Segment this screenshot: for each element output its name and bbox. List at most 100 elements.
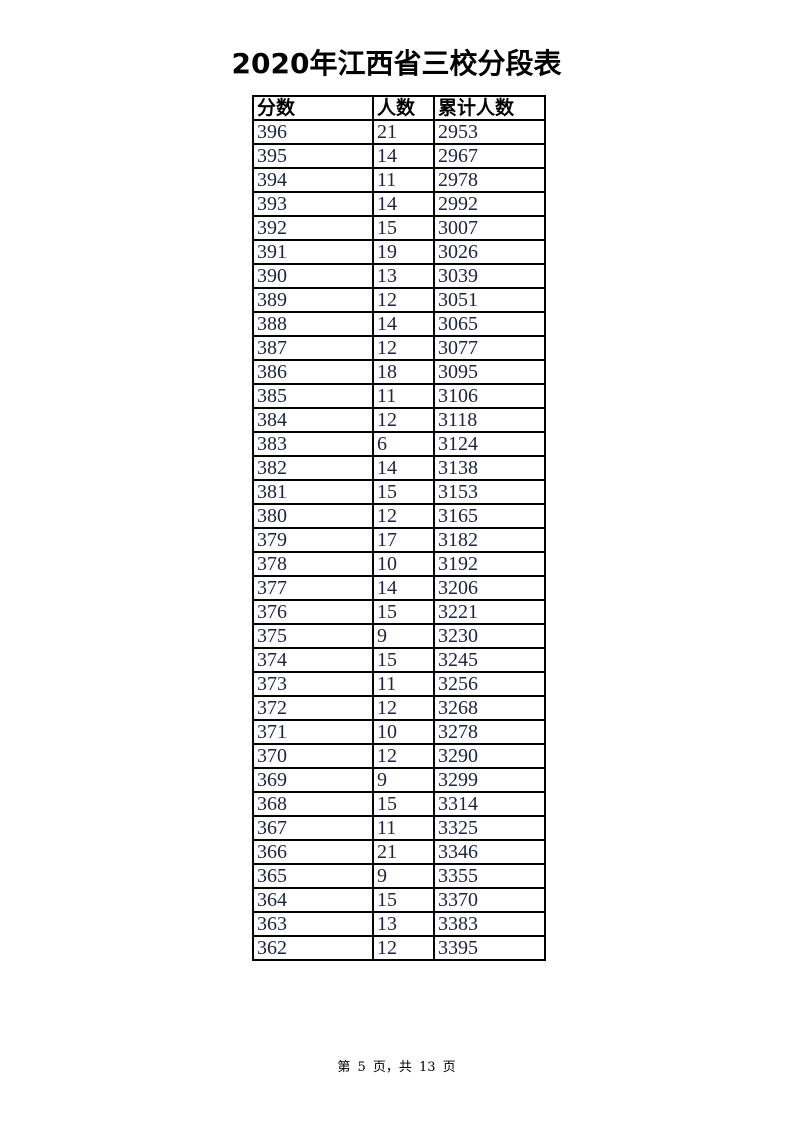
cell-count: 6 bbox=[372, 431, 435, 457]
cell-count: 12 bbox=[372, 407, 435, 433]
table-row: 363 13 3383 bbox=[252, 911, 546, 937]
score-distribution-table: 分数 人数 累计人数 396 21 2953 395 14 2967 394 11 2978 39… bbox=[252, 95, 546, 961]
cell-count: 11 bbox=[372, 671, 435, 697]
table-row: 394 11 2978 bbox=[252, 167, 546, 193]
table-row: 384 12 3118 bbox=[252, 407, 546, 433]
table-row: 385 11 3106 bbox=[252, 383, 546, 409]
cell-score: 393 bbox=[252, 191, 374, 217]
table-row: 378 10 3192 bbox=[252, 551, 546, 577]
cell-count: 17 bbox=[372, 527, 435, 553]
cell-cumulative: 3192 bbox=[433, 551, 546, 577]
cell-cumulative: 3346 bbox=[433, 839, 546, 865]
cell-cumulative: 3138 bbox=[433, 455, 546, 481]
cell-count: 14 bbox=[372, 143, 435, 169]
cell-score: 395 bbox=[252, 143, 374, 169]
table-row: 365 9 3355 bbox=[252, 863, 546, 889]
cell-cumulative: 2953 bbox=[433, 119, 546, 145]
cell-count: 21 bbox=[372, 839, 435, 865]
table-row: 391 19 3026 bbox=[252, 239, 546, 265]
cell-score: 392 bbox=[252, 215, 374, 241]
cell-cumulative: 3153 bbox=[433, 479, 546, 505]
cell-score: 377 bbox=[252, 575, 374, 601]
cell-score: 390 bbox=[252, 263, 374, 289]
cell-cumulative: 3106 bbox=[433, 383, 546, 409]
cell-count: 21 bbox=[372, 119, 435, 145]
cell-score: 381 bbox=[252, 479, 374, 505]
table-header-row: 分数 人数 累计人数 bbox=[252, 95, 546, 121]
cell-cumulative: 2978 bbox=[433, 167, 546, 193]
cell-count: 12 bbox=[372, 743, 435, 769]
cell-score: 383 bbox=[252, 431, 374, 457]
cell-cumulative: 3290 bbox=[433, 743, 546, 769]
cell-count: 15 bbox=[372, 215, 435, 241]
table-row: 395 14 2967 bbox=[252, 143, 546, 169]
cell-score: 376 bbox=[252, 599, 374, 625]
cell-cumulative: 3325 bbox=[433, 815, 546, 841]
cell-score: 373 bbox=[252, 671, 374, 697]
cell-count: 12 bbox=[372, 503, 435, 529]
cell-count: 15 bbox=[372, 479, 435, 505]
cell-cumulative: 3395 bbox=[433, 935, 546, 961]
cell-score: 388 bbox=[252, 311, 374, 337]
cell-cumulative: 3268 bbox=[433, 695, 546, 721]
table-row: 362 12 3395 bbox=[252, 935, 546, 961]
cell-count: 12 bbox=[372, 335, 435, 361]
cell-score: 380 bbox=[252, 503, 374, 529]
cell-count: 14 bbox=[372, 575, 435, 601]
cell-cumulative: 3230 bbox=[433, 623, 546, 649]
cell-cumulative: 3206 bbox=[433, 575, 546, 601]
cell-count: 9 bbox=[372, 863, 435, 889]
cell-count: 12 bbox=[372, 695, 435, 721]
cell-score: 384 bbox=[252, 407, 374, 433]
cell-score: 370 bbox=[252, 743, 374, 769]
cell-cumulative: 3026 bbox=[433, 239, 546, 265]
cell-cumulative: 3383 bbox=[433, 911, 546, 937]
table-row: 393 14 2992 bbox=[252, 191, 546, 217]
cell-cumulative: 3370 bbox=[433, 887, 546, 913]
cell-count: 11 bbox=[372, 167, 435, 193]
cell-cumulative: 3065 bbox=[433, 311, 546, 337]
cell-count: 15 bbox=[372, 887, 435, 913]
cell-score: 379 bbox=[252, 527, 374, 553]
cell-count: 15 bbox=[372, 647, 435, 673]
table-row: 382 14 3138 bbox=[252, 455, 546, 481]
cell-count: 10 bbox=[372, 719, 435, 745]
cell-cumulative: 3039 bbox=[433, 263, 546, 289]
table-row: 390 13 3039 bbox=[252, 263, 546, 289]
cell-cumulative: 3051 bbox=[433, 287, 546, 313]
cell-count: 11 bbox=[372, 383, 435, 409]
table-row: 386 18 3095 bbox=[252, 359, 546, 385]
cell-count: 9 bbox=[372, 623, 435, 649]
table-row: 373 11 3256 bbox=[252, 671, 546, 697]
cell-cumulative: 2967 bbox=[433, 143, 546, 169]
cell-count: 12 bbox=[372, 287, 435, 313]
table-row: 389 12 3051 bbox=[252, 287, 546, 313]
cell-cumulative: 3245 bbox=[433, 647, 546, 673]
cell-score: 363 bbox=[252, 911, 374, 937]
table-row: 371 10 3278 bbox=[252, 719, 546, 745]
table-row: 369 9 3299 bbox=[252, 767, 546, 793]
cell-cumulative: 3095 bbox=[433, 359, 546, 385]
cell-cumulative: 3182 bbox=[433, 527, 546, 553]
cell-score: 366 bbox=[252, 839, 374, 865]
cell-cumulative: 3256 bbox=[433, 671, 546, 697]
table-row: 383 6 3124 bbox=[252, 431, 546, 457]
cell-cumulative: 3299 bbox=[433, 767, 546, 793]
cell-score: 389 bbox=[252, 287, 374, 313]
cell-score: 378 bbox=[252, 551, 374, 577]
table-row: 396 21 2953 bbox=[252, 119, 546, 145]
cell-cumulative: 3007 bbox=[433, 215, 546, 241]
table-row: 387 12 3077 bbox=[252, 335, 546, 361]
cell-cumulative: 3118 bbox=[433, 407, 546, 433]
cell-score: 369 bbox=[252, 767, 374, 793]
table-row: 374 15 3245 bbox=[252, 647, 546, 673]
cell-count: 18 bbox=[372, 359, 435, 385]
table-row: 370 12 3290 bbox=[252, 743, 546, 769]
cell-cumulative: 3165 bbox=[433, 503, 546, 529]
header-count: 人数 bbox=[372, 95, 435, 121]
table-row: 376 15 3221 bbox=[252, 599, 546, 625]
cell-score: 396 bbox=[252, 119, 374, 145]
cell-count: 19 bbox=[372, 239, 435, 265]
cell-cumulative: 3124 bbox=[433, 431, 546, 457]
table-row: 364 15 3370 bbox=[252, 887, 546, 913]
